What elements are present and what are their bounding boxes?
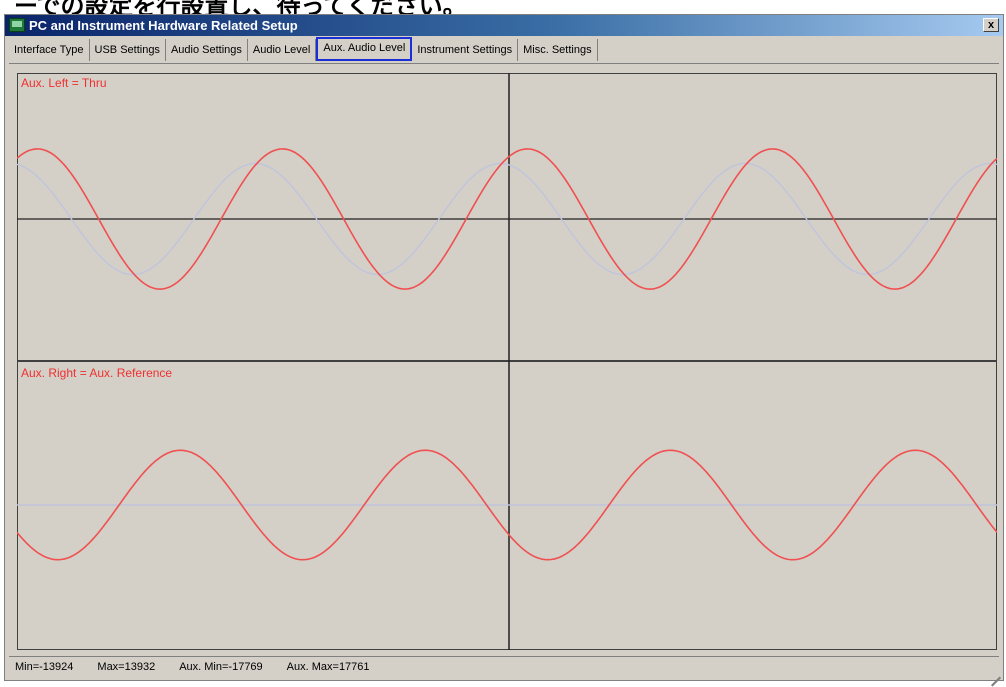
header-strip: ーでの設定を行設置し、待ってください。 [0, 0, 1006, 14]
tab-usb-settings[interactable]: USB Settings [90, 39, 166, 61]
app-icon [9, 18, 25, 32]
tab-instrument-settings[interactable]: Instrument Settings [412, 39, 519, 61]
tab-audio-settings[interactable]: Audio Settings [166, 39, 248, 61]
status-aux-min: Aux. Min=-17769 [179, 660, 263, 673]
resize-grip[interactable] [989, 666, 1001, 678]
status-max: Max=13932 [97, 660, 156, 673]
top-panel-traces [17, 148, 997, 290]
window-title: PC and Instrument Hardware Related Setup [29, 18, 298, 33]
status-bar: Min=-13924 Max=13932 Aux. Min=-17769 Aux… [9, 656, 999, 676]
trace-panel1-series0 [17, 449, 997, 561]
trace-panel0-series0 [17, 148, 997, 290]
top-panel-label: Aux. Left = Thru [21, 76, 107, 90]
trace-panel0-series1 [17, 162, 997, 276]
bottom-panel-label: Aux. Right = Aux. Reference [21, 366, 172, 380]
status-aux-max: Aux. Max=17761 [286, 660, 370, 673]
close-button[interactable]: x [983, 18, 999, 32]
status-min: Min=-13924 [15, 660, 74, 673]
setup-window: PC and Instrument Hardware Related Setup… [4, 14, 1004, 681]
header-partial-text: ーでの設定を行設置し、待ってください。 [14, 0, 467, 14]
oscilloscope-display: Aux. Left = Thru Aux. Right = Aux. Refer… [17, 73, 997, 650]
tab-audio-level[interactable]: Audio Level [248, 39, 317, 61]
tab-aux-audio-level[interactable]: Aux. Audio Level [316, 37, 413, 61]
title-bar[interactable]: PC and Instrument Hardware Related Setup… [5, 15, 1003, 36]
tab-bar: Interface Type USB Settings Audio Settin… [9, 37, 598, 63]
bottom-panel-traces [17, 449, 997, 561]
tab-divider [9, 63, 999, 64]
tab-misc-settings[interactable]: Misc. Settings [518, 39, 598, 61]
tab-interface-type[interactable]: Interface Type [9, 39, 90, 61]
